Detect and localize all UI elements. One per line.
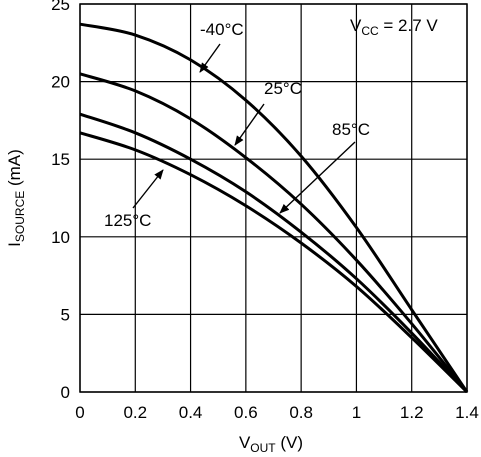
arrow-125c xyxy=(132,169,164,209)
y-tick-label: 15 xyxy=(51,150,70,169)
curves xyxy=(79,22,469,394)
arrow-minus-40c xyxy=(199,43,221,73)
y-tick-label: 0 xyxy=(61,383,70,402)
series-line-125c xyxy=(79,131,469,394)
series-label-125c: 125°C xyxy=(104,211,151,230)
condition-label: VCC = 2.7 V xyxy=(350,16,438,38)
series-label-minus-40c: -40°C xyxy=(200,20,244,39)
series-line-25c xyxy=(79,72,469,393)
series-label-25c: 25°C xyxy=(264,79,302,98)
tick-labels: 0 0.2 0.4 0.6 0.8 1 1.2 1.4 0 5 10 15 20 25 xyxy=(51,0,479,422)
y-tick-label: 10 xyxy=(51,228,70,247)
x-tick-label: 1 xyxy=(352,403,361,422)
x-tick-label: 0.2 xyxy=(123,403,147,422)
x-tick-label: 0 xyxy=(75,403,84,422)
plot-frame xyxy=(79,3,468,393)
x-axis-label: VOUT (V) xyxy=(239,433,303,455)
x-tick-label: 0.4 xyxy=(179,403,203,422)
y-axis-label: ISOURCE (mA) xyxy=(5,149,27,247)
arrow-85c xyxy=(279,141,356,214)
y-tick-label: 20 xyxy=(51,73,70,92)
series-line-85c xyxy=(79,112,469,394)
x-tick-label: 0.6 xyxy=(234,403,258,422)
y-tick-label: 5 xyxy=(61,305,70,324)
x-tick-label: 0.8 xyxy=(289,403,313,422)
y-tick-label: 25 xyxy=(51,0,70,14)
arrow-25c xyxy=(234,103,265,146)
x-tick-label: 1.2 xyxy=(400,403,424,422)
annotations: -40°C 25°C 85°C 125°C xyxy=(104,20,370,230)
x-tick-label: 1.4 xyxy=(455,403,479,422)
series-label-85c: 85°C xyxy=(332,120,370,139)
grid xyxy=(79,3,468,393)
series-line-minus-40c xyxy=(79,22,469,393)
